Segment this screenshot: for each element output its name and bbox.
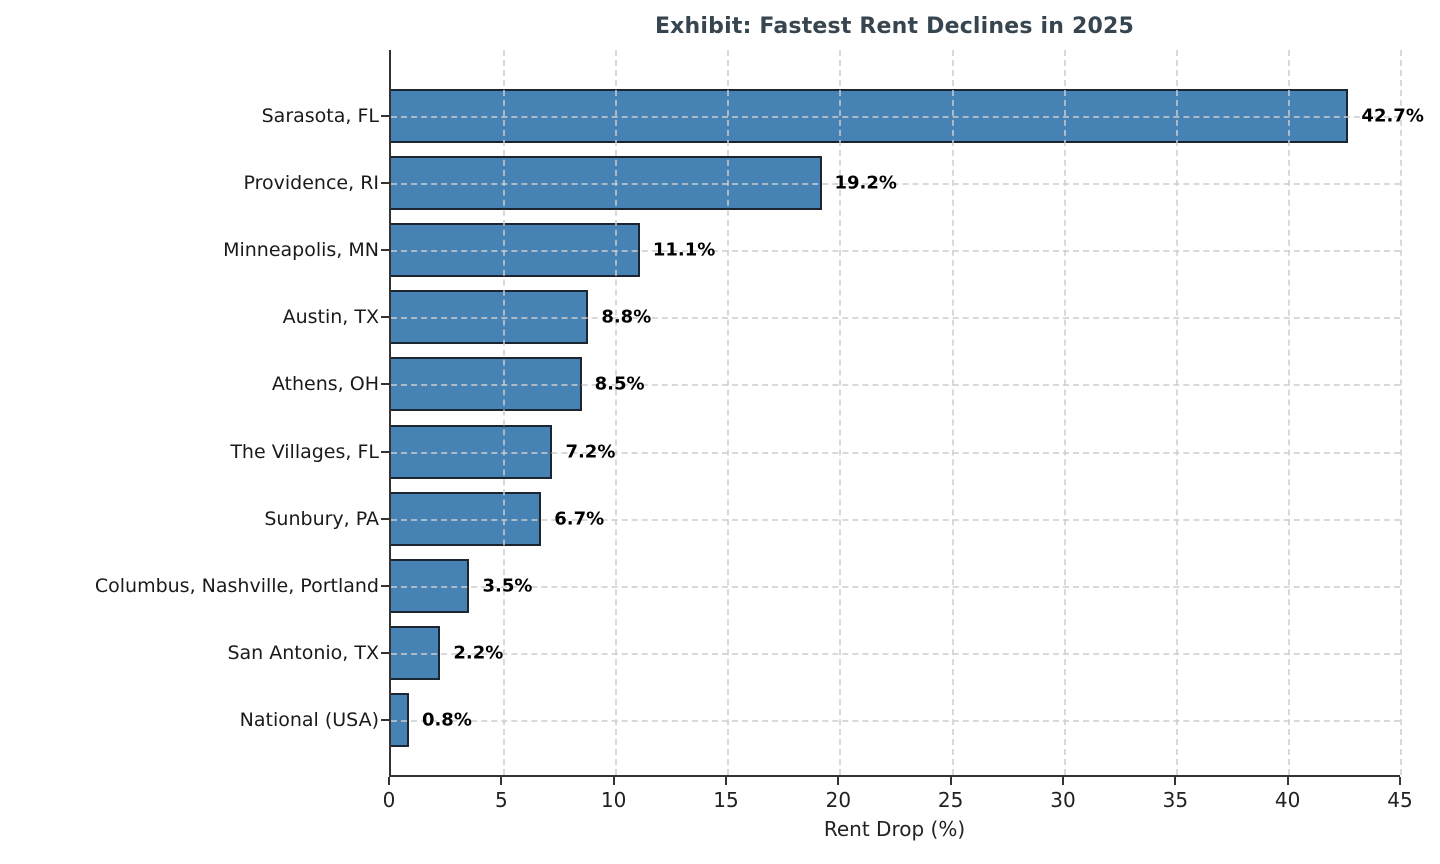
bar-value-label: 19.2%	[834, 172, 897, 194]
x-axis-tick-label: 40	[1274, 788, 1301, 812]
y-axis-tick-mark	[381, 517, 389, 520]
x-axis-tick-mark	[1174, 777, 1177, 785]
y-axis-tick-mark	[381, 585, 389, 587]
x-axis-tick-label: 25	[937, 788, 964, 812]
bar-value-label: 6.7%	[554, 508, 605, 530]
bar-9	[391, 626, 441, 681]
x-axis-tick-mark	[500, 777, 503, 785]
bar-7	[391, 491, 542, 546]
bar-1	[391, 88, 1349, 143]
x-axis-tick-label: 20	[825, 788, 852, 812]
x-axis-tick-mark	[388, 777, 390, 785]
x-axis-tick-mark	[725, 777, 727, 785]
y-axis-category-label: Sarasota, FL	[261, 104, 379, 127]
y-axis-tick-mark	[381, 181, 389, 184]
vertical-gridline	[951, 50, 954, 775]
y-axis-tick-mark	[381, 114, 389, 117]
y-axis-tick-mark	[381, 316, 389, 319]
horizontal-gridline	[391, 653, 1400, 656]
y-axis-tick-mark	[381, 450, 389, 453]
x-axis-tick-mark	[1062, 777, 1064, 785]
y-axis-category-label: Austin, TX	[282, 306, 379, 329]
x-axis-tick-label: 45	[1387, 788, 1413, 812]
y-axis-tick-mark	[381, 719, 389, 722]
chart-title: Exhibit: Fastest Rent Declines in 2025	[654, 14, 1135, 39]
bar-value-label: 7.2%	[565, 441, 616, 463]
bar-value-label: 2.2%	[453, 642, 504, 664]
horizontal-gridline	[391, 586, 1400, 588]
y-axis-category-label: Minneapolis, MN	[223, 239, 379, 261]
x-axis-tick-mark	[612, 777, 615, 785]
bar-value-label: 8.8%	[601, 306, 652, 328]
x-axis-label: Rent Drop (%)	[823, 817, 966, 841]
y-axis-category-label: The Villages, FL	[230, 440, 379, 463]
bar-value-label: 8.5%	[594, 373, 645, 395]
x-axis-tick-label: 15	[713, 788, 739, 812]
y-axis-tick-mark	[381, 383, 389, 386]
x-axis-tick-label: 30	[1050, 788, 1076, 812]
vertical-gridline	[1287, 50, 1290, 775]
bar-value-label: 11.1%	[652, 239, 716, 261]
x-axis-tick-mark	[949, 777, 952, 785]
bar-8	[391, 559, 470, 613]
bar-6	[391, 424, 553, 479]
x-axis-tick-label: 10	[600, 788, 627, 812]
y-axis-category-label: Athens, OH	[271, 373, 379, 396]
bar-value-label: 42.7%	[1361, 105, 1424, 127]
bar-2	[391, 155, 822, 210]
bar-value-label: 3.5%	[482, 575, 533, 597]
x-axis-tick-label: 0	[382, 788, 396, 812]
y-axis-tick-mark	[381, 249, 389, 251]
plot-area: 42.7% 19.2% 11.1% 8.8% 8.5% 7.2% 6.7% 3.5% 2.2% 0…	[381, 50, 1424, 777]
x-axis-tick-mark	[1286, 777, 1289, 785]
y-axis-category-label: Sunbury, PA	[264, 507, 379, 530]
x-axis-tick-mark	[837, 777, 840, 785]
x-axis-tick-label: 5	[494, 788, 508, 812]
horizontal-gridline	[391, 518, 1400, 521]
bar-5	[391, 357, 582, 412]
y-axis-category-label: National (USA)	[239, 709, 379, 732]
vertical-gridline	[1175, 50, 1178, 775]
y-axis-category-label: Providence, RI	[243, 171, 379, 194]
x-axis-tick-label: 35	[1162, 788, 1189, 812]
bar-4	[391, 290, 589, 345]
bar-3	[391, 223, 640, 277]
y-axis-category-label: Columbus, Nashville, Portland	[94, 575, 379, 597]
horizontal-gridline	[391, 720, 1400, 723]
bar-10	[391, 693, 409, 748]
vertical-gridline	[1400, 50, 1402, 775]
vertical-gridline	[1063, 50, 1066, 775]
vertical-gridline	[839, 50, 842, 775]
bar-value-label: 0.8%	[421, 709, 472, 731]
y-axis-tick-mark	[381, 652, 389, 655]
x-axis-tick-mark	[1399, 777, 1401, 785]
y-axis-category-label: San Antonio, TX	[227, 642, 379, 665]
